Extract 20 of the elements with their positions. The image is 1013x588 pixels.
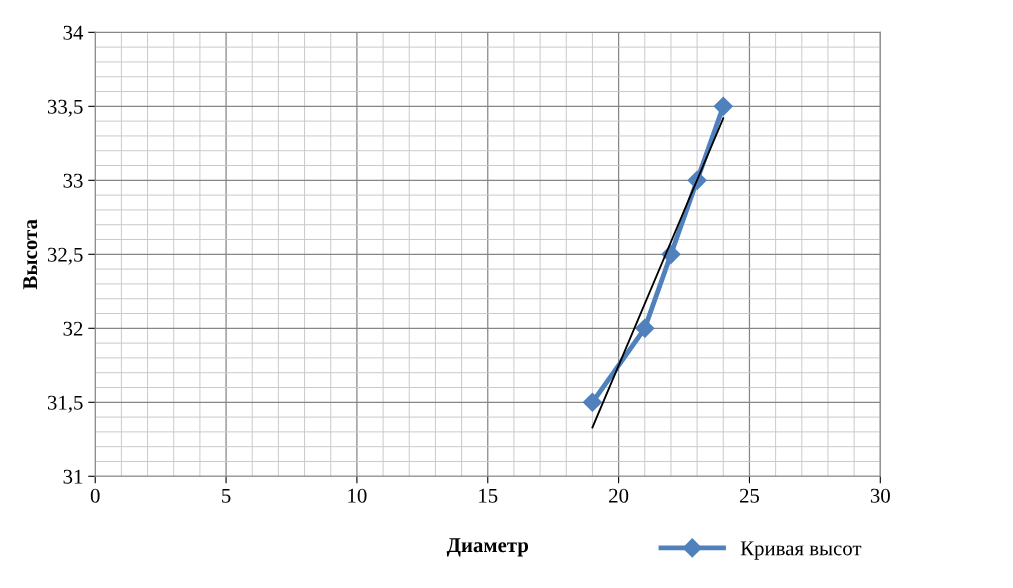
- x-tick-label: 25: [739, 488, 760, 503]
- y-tick-label: 32,5: [47, 247, 83, 265]
- y-tick-label: 33,5: [47, 99, 83, 117]
- x-tick-label: 20: [609, 488, 629, 503]
- legend-label: Кривая высот: [740, 541, 862, 560]
- y-tick-label: 31: [63, 469, 83, 484]
- x-tick-label: 15: [479, 488, 498, 503]
- point: [635, 318, 655, 338]
- point: [582, 392, 602, 412]
- x-axis-title: Диаметр: [446, 538, 529, 557]
- y-tick-label: 31,5: [47, 395, 83, 413]
- x-tick-label: 5: [222, 488, 231, 503]
- y-tick-label: 34: [63, 25, 84, 40]
- y-tick-label: 33: [63, 173, 83, 188]
- x-tick-label: 30: [870, 488, 890, 503]
- x-tick-label: 10: [348, 488, 367, 503]
- y-tick-label: 32: [63, 321, 83, 336]
- point: [713, 96, 733, 116]
- y-axis-title: Высота: [23, 219, 38, 290]
- x-tick-label: 0: [90, 488, 100, 503]
